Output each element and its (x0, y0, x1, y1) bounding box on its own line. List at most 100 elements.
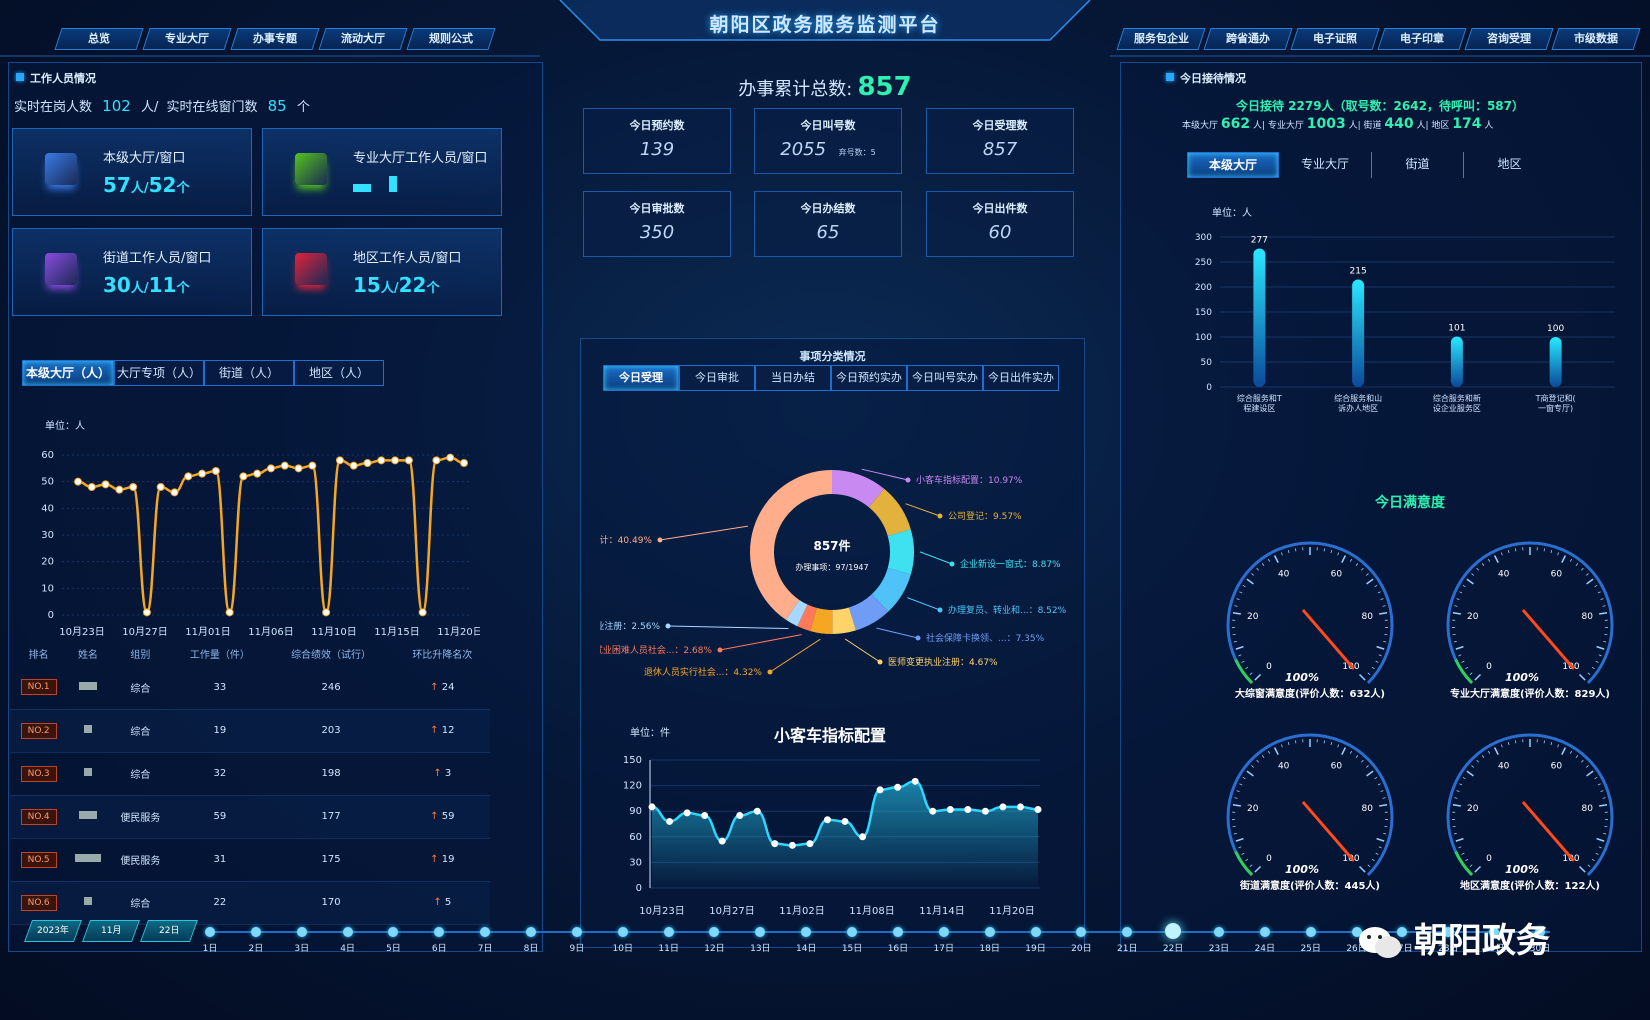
reception-tab-2[interactable]: 专业大厅 (1300, 157, 1349, 171)
summary-unit-1: 人/ (140, 100, 159, 115)
y-tick-label: 0 (1206, 383, 1212, 393)
timeline-dot[interactable] (1397, 927, 1408, 937)
timeline-dot[interactable] (709, 927, 720, 937)
timeline-dot[interactable] (984, 927, 995, 937)
nav-3[interactable]: 办事专题 (230, 28, 320, 50)
nav-4[interactable]: 流动大厅 (318, 28, 408, 50)
timeline-dot[interactable] (1489, 927, 1500, 937)
timeline-dot[interactable] (801, 927, 812, 937)
timeline-label: 30日 (1529, 944, 1551, 954)
category-tab-5[interactable]: 今日叫号实办 (907, 365, 983, 391)
timeline-dot[interactable] (1030, 927, 1041, 937)
timeline-dot[interactable] (1351, 927, 1362, 937)
data-point (335, 456, 344, 465)
table-row[interactable]: NO.5 便民服务 31 175 ↑ 19 (10, 838, 490, 882)
wechat-icon (1358, 925, 1402, 961)
timeline-label: 24日 (1254, 944, 1276, 954)
timeline-dot[interactable] (1165, 923, 1182, 939)
timeline-dot[interactable] (388, 927, 399, 937)
table-row[interactable]: NO.4 便民服务 59 177 ↑ 59 (10, 795, 490, 839)
category-tab-3[interactable]: 当日办结 (755, 365, 831, 391)
y-tick-label: 40 (41, 503, 54, 514)
timeline-dot[interactable] (342, 927, 353, 937)
nav-5[interactable]: 规则公式 (406, 28, 496, 50)
timeline-dot[interactable] (480, 927, 491, 937)
date-button-1[interactable]: 2023年 (23, 920, 83, 942)
timeline-label: 12日 (704, 944, 725, 954)
timeline-dot[interactable] (1122, 927, 1133, 937)
nav-right-4[interactable]: 电子印章 (1377, 28, 1467, 50)
gauge-center-value: 100% (1285, 863, 1319, 876)
timeline-dot[interactable] (526, 927, 537, 937)
timeline-dot[interactable] (250, 927, 261, 937)
gauge-tick (1238, 846, 1242, 849)
timeline-dot[interactable] (1443, 927, 1454, 937)
timeline-dot[interactable] (617, 927, 628, 937)
timeline-dot[interactable] (938, 927, 949, 937)
nav-right-3[interactable]: 电子证照 (1290, 28, 1380, 50)
timeline-dot[interactable] (1305, 927, 1316, 937)
timeline-dot[interactable] (571, 927, 582, 937)
timeline-dot[interactable] (1259, 927, 1270, 937)
timeline-dot[interactable] (1076, 927, 1087, 937)
category-tab-1[interactable]: 今日受理 (603, 365, 679, 391)
nav-right-5[interactable]: 咨询受理 (1464, 28, 1554, 50)
staff-card-label: 地区工作人员/窗口 (353, 251, 462, 266)
table-row[interactable]: NO.3 综合 32 198 ↑ 3 (10, 752, 490, 796)
gauge-tick (1239, 591, 1243, 594)
date-button-3[interactable]: 22日 (139, 920, 199, 942)
category-tab-2[interactable]: 今日审批 (679, 365, 755, 391)
rank-cell: NO.3 (10, 752, 68, 796)
nav-1[interactable]: 总览 (54, 28, 144, 50)
data-point (894, 783, 902, 791)
date-button-2[interactable]: 11月 (81, 920, 141, 942)
gauge-tick (1330, 549, 1333, 554)
gauge-tick (1367, 864, 1371, 868)
timeline-dot[interactable] (205, 927, 215, 937)
nav-right-2[interactable]: 跨省通办 (1203, 28, 1293, 50)
gauge-tick (1383, 832, 1387, 835)
staff-tab-3[interactable]: 街道（人） (204, 360, 294, 386)
staff-tab-2[interactable]: 大厅专项（人） (114, 360, 204, 386)
staff-tab-4[interactable]: 地区（人） (294, 360, 384, 386)
timeline-dot[interactable] (434, 927, 445, 937)
table-row[interactable]: NO.1 综合 33 246 ↑ 24 (10, 666, 490, 710)
gauge-tick-label: 80 (1362, 804, 1374, 814)
gauge-tick (1586, 578, 1594, 585)
timeline-dot[interactable] (1535, 927, 1545, 937)
category-tab-6[interactable]: 今日出件实办 (983, 365, 1059, 391)
nav-right-6[interactable]: 市级数据 (1551, 28, 1641, 50)
nav-2[interactable]: 专业大厅 (142, 28, 232, 50)
data-point (184, 472, 193, 481)
gauge-tick (1337, 744, 1340, 748)
timeline-dot[interactable] (663, 927, 674, 937)
gauge-tick (1242, 584, 1246, 588)
timeline-dot[interactable] (755, 927, 766, 937)
leader-line (919, 551, 953, 565)
reception-line1: 今日接待 2279人（取号数：2642，待呼叫：587） (1235, 99, 1525, 113)
timeline-dot[interactable] (847, 927, 858, 937)
timeline-dot[interactable] (296, 927, 307, 937)
reception-tab-1[interactable]: 本级大厅 (1187, 152, 1279, 178)
gauge-center-value: 100% (1505, 671, 1539, 684)
gauge-tick (1487, 558, 1491, 562)
table-header: 排名 (28, 649, 49, 661)
breakdown-value: 440 (1384, 116, 1414, 132)
reception-tab-3[interactable]: 街道 (1371, 152, 1463, 178)
data-point (788, 841, 796, 849)
timeline-track (210, 931, 1550, 933)
staff-tab-1[interactable]: 本级大厅（人） (22, 360, 114, 386)
timeline-label: 26日 (1346, 944, 1367, 954)
reception-tab-4[interactable]: 地区 (1463, 152, 1555, 178)
nav-right-1[interactable]: 服务包企业 (1116, 28, 1206, 50)
data-point (391, 456, 400, 465)
arrow-up-icon: ↑ (430, 725, 442, 736)
timeline-dot[interactable] (1213, 927, 1224, 937)
rank-badge: NO.2 (20, 722, 57, 739)
table-row[interactable]: NO.6 综合 22 170 ↑ 5 (10, 881, 490, 925)
category-tab-4[interactable]: 今日预约实办 (831, 365, 907, 391)
gauge-tick (1476, 567, 1479, 571)
table-row[interactable]: NO.2 综合 19 203 ↑ 12 (10, 709, 490, 753)
value-placeholder (389, 176, 397, 192)
timeline-dot[interactable] (892, 927, 903, 937)
